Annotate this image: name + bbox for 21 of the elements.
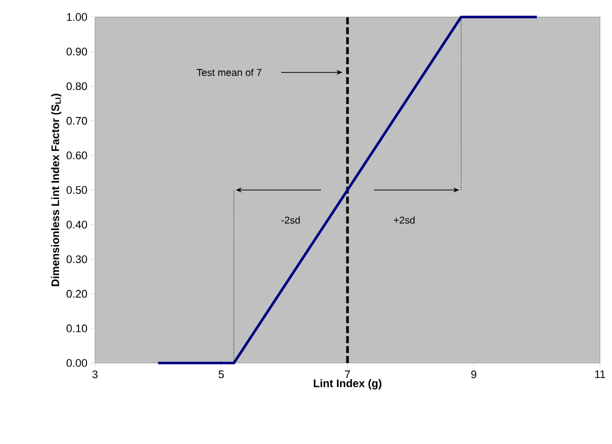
y-tick-label: 1.00 (66, 13, 88, 21)
x-tick-label: 5 (218, 370, 224, 378)
x-tick-label: 7 (345, 370, 350, 378)
annotation: +2sd (394, 216, 415, 224)
y-tick-label: 0.00 (66, 359, 88, 367)
annotation: Test mean of 7 (196, 68, 262, 76)
y-tick-label: 0.30 (66, 255, 88, 264)
y-tick-label: 0.50 (66, 186, 88, 194)
x-axis-title: Lint Index (g) (314, 379, 382, 390)
y-tick-label: 0.10 (66, 324, 88, 332)
y-tick-label: 0.80 (66, 82, 88, 90)
x-tick-label: 11 (595, 370, 606, 378)
y-tick-label: 0.20 (66, 290, 88, 298)
y-tick-label: 0.60 (66, 152, 88, 160)
y-tick-label: 0.40 (66, 220, 88, 228)
x-tick-label: 9 (471, 370, 476, 378)
x-tick-label: 3 (92, 370, 98, 378)
annotation: -2sd (281, 216, 300, 224)
y-tick-label: 0.90 (66, 48, 88, 56)
y-tick-label: 0.70 (66, 116, 88, 125)
y-axis-title: Dimensionless Lint Index Factor (S$_{LI}$) (51, 94, 62, 286)
